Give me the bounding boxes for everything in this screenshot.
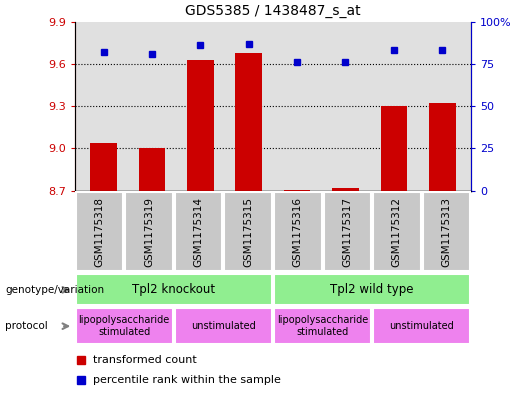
Text: percentile rank within the sample: percentile rank within the sample [93, 375, 280, 385]
Bar [274, 308, 371, 344]
Text: lipopolysaccharide
stimulated: lipopolysaccharide stimulated [79, 316, 170, 337]
Text: GSM1175317: GSM1175317 [342, 197, 352, 267]
Text: GSM1175319: GSM1175319 [144, 197, 154, 267]
Text: lipopolysaccharide
stimulated: lipopolysaccharide stimulated [277, 316, 368, 337]
Text: GSM1175314: GSM1175314 [194, 197, 203, 267]
Text: Tpl2 wild type: Tpl2 wild type [330, 283, 414, 296]
Bar [76, 274, 272, 305]
Text: transformed count: transformed count [93, 355, 196, 365]
Bar [76, 308, 173, 344]
Bar [187, 60, 214, 191]
Bar [125, 192, 173, 272]
Bar [139, 148, 165, 191]
Bar [225, 192, 272, 272]
Bar [373, 308, 470, 344]
Bar [235, 53, 262, 191]
Text: GSM1175315: GSM1175315 [243, 197, 253, 267]
Bar [175, 192, 222, 272]
Bar [274, 192, 321, 272]
Bar [323, 192, 371, 272]
Bar [175, 308, 272, 344]
Text: GSM1175318: GSM1175318 [94, 197, 105, 267]
Text: protocol: protocol [5, 321, 48, 331]
Bar [423, 192, 470, 272]
Bar [373, 192, 421, 272]
Bar [381, 106, 407, 191]
Title: GDS5385 / 1438487_s_at: GDS5385 / 1438487_s_at [185, 4, 361, 18]
Text: unstimulated: unstimulated [191, 321, 256, 331]
Text: GSM1175313: GSM1175313 [441, 197, 452, 267]
Text: Tpl2 knockout: Tpl2 knockout [132, 283, 215, 296]
Text: genotype/variation: genotype/variation [5, 285, 104, 295]
Bar [91, 143, 117, 191]
Bar [274, 274, 470, 305]
Text: unstimulated: unstimulated [389, 321, 454, 331]
Text: GSM1175316: GSM1175316 [293, 197, 303, 267]
Text: GSM1175312: GSM1175312 [392, 197, 402, 267]
Bar [332, 189, 359, 191]
Bar [76, 192, 123, 272]
Bar [429, 103, 455, 191]
Bar [284, 190, 311, 191]
